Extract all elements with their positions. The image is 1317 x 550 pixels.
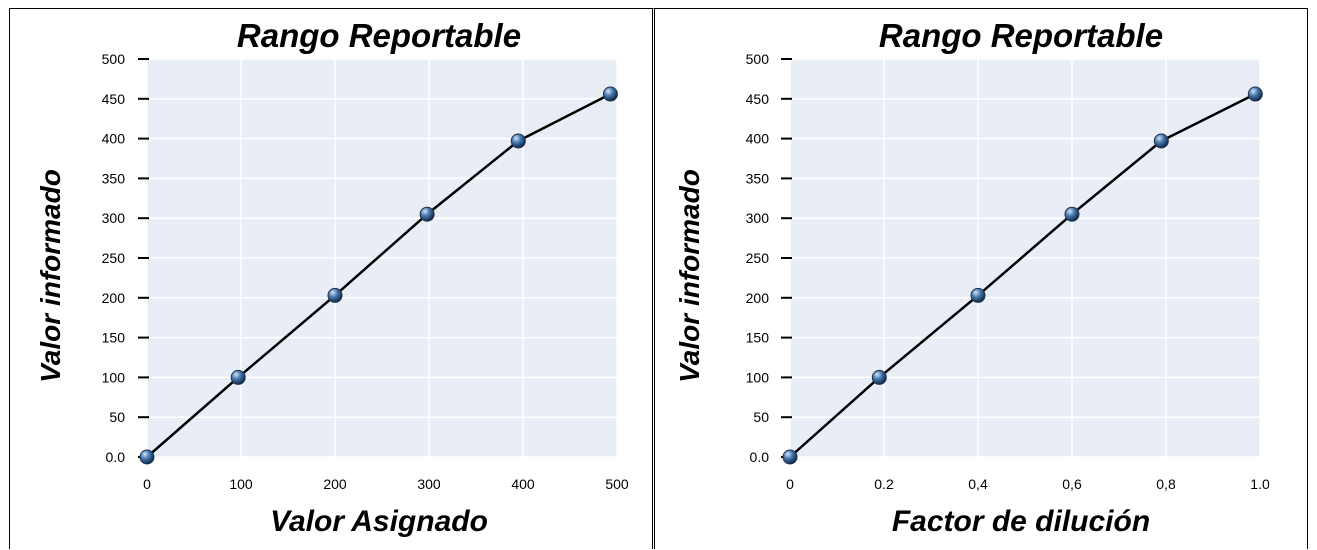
x-tick-label: 200: [323, 476, 347, 492]
y-tick-label: 300: [102, 210, 126, 226]
data-point: [871, 369, 887, 385]
x-tick-label: 100: [229, 476, 253, 492]
x-tick-label: 0: [786, 476, 794, 492]
chart-panel-left: Rango Reportable Valor Asignado Valor in…: [9, 8, 652, 549]
data-point: [1153, 133, 1169, 149]
data-point: [419, 206, 435, 222]
chart-title: Rango Reportable: [237, 17, 521, 54]
y-tick-label: 400: [102, 131, 126, 147]
y-tick-label: 0.0: [106, 449, 126, 465]
x-tick-label: 0,4: [968, 476, 988, 492]
y-tick-label: 150: [746, 330, 770, 346]
data-point: [510, 133, 526, 149]
x-tick-label: 1.0: [1250, 476, 1270, 492]
x-tick-label: 0: [143, 476, 151, 492]
y-tick-label: 200: [102, 290, 126, 306]
y-tick-label: 400: [746, 131, 770, 147]
x-axis-label: Valor Asignado: [270, 505, 488, 538]
chart-panel-right: Rango Reportable Factor de dilución Valo…: [652, 8, 1308, 549]
y-tick-label: 150: [102, 330, 126, 346]
data-point: [327, 287, 343, 303]
y-axis-label: Valor informado: [674, 169, 705, 383]
x-tick-label: 0,8: [1156, 476, 1176, 492]
x-axis-label: Factor de dilución: [892, 505, 1150, 538]
series-line: [789, 92, 1256, 458]
y-tick-label: 500: [746, 51, 770, 67]
data-point: [230, 369, 246, 385]
data-point: [602, 86, 618, 102]
y-tick-label: 100: [746, 369, 770, 385]
chart-title: Rango Reportable: [879, 17, 1163, 54]
y-tick-label: 50: [753, 409, 769, 425]
y-tick-label: 450: [746, 91, 770, 107]
y-tick-label: 0.0: [750, 449, 770, 465]
x-tick-label: 0.2: [874, 476, 894, 492]
series-line: [146, 92, 611, 458]
data-point: [1064, 206, 1080, 222]
y-tick-label: 300: [746, 210, 770, 226]
x-tick-label: 400: [511, 476, 535, 492]
data-point: [1247, 86, 1263, 102]
data-point: [782, 449, 798, 465]
x-tick-label: 300: [417, 476, 441, 492]
x-tick-label: 500: [605, 476, 629, 492]
x-tick-label: 0,6: [1062, 476, 1082, 492]
y-tick-label: 200: [746, 290, 770, 306]
y-tick-label: 350: [102, 170, 126, 186]
y-tick-label: 100: [102, 369, 126, 385]
y-tick-label: 350: [746, 170, 770, 186]
chart-left-svg: Rango Reportable Valor Asignado Valor in…: [35, 17, 629, 538]
y-axis-label: Valor informado: [35, 169, 66, 383]
y-tick-label: 250: [746, 250, 770, 266]
data-point: [970, 287, 986, 303]
data-point: [139, 449, 155, 465]
chart-right-svg: Rango Reportable Factor de dilución Valo…: [674, 17, 1270, 538]
y-tick-label: 250: [102, 250, 126, 266]
y-tick-label: 50: [109, 409, 125, 425]
y-tick-label: 500: [102, 51, 126, 67]
y-tick-label: 450: [102, 91, 126, 107]
